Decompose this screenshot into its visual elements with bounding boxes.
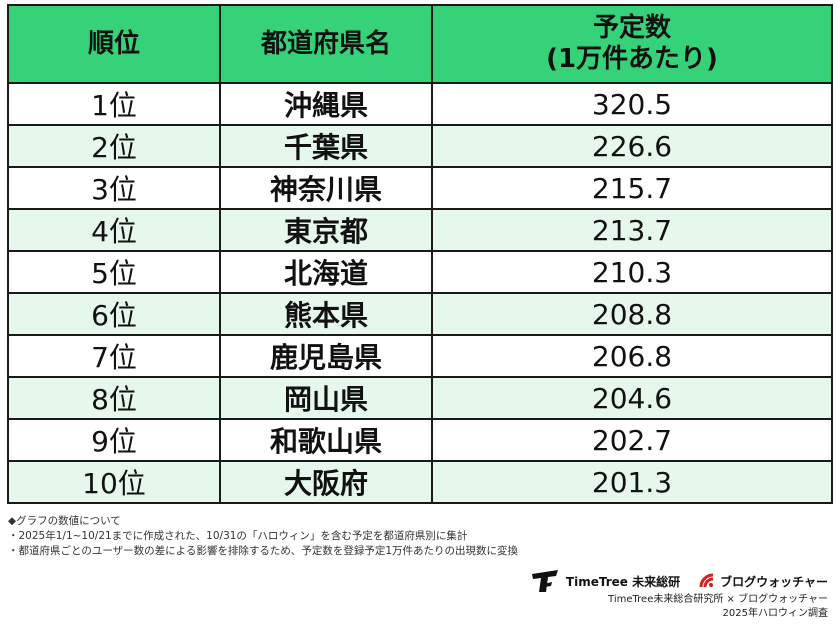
count-cell: 226.6	[431, 124, 833, 168]
table-row: 5位 北海道 210.3	[7, 250, 833, 294]
table-row: 6位 熊本県 208.8	[7, 292, 833, 336]
rank-cell: 5位	[7, 250, 221, 294]
count-cell: 204.6	[431, 376, 833, 420]
rank-cell: 10位	[7, 460, 221, 504]
rank-cell: 7位	[7, 334, 221, 378]
timetree-logo-icon	[531, 570, 558, 592]
prefecture-cell: 熊本県	[219, 292, 433, 336]
table-row: 3位 神奈川県 215.7	[7, 166, 833, 210]
logo-area: TimeTree 未来総研 ブログウォッチャー	[530, 568, 828, 594]
rank-cell: 9位	[7, 418, 221, 462]
note-line-2: ・都道府県ごとのユーザー数の差による影響を排除するため、予定数を登録予定1万件あ…	[8, 545, 519, 557]
table-row: 2位 千葉県 226.6	[7, 124, 833, 168]
timetree-logo: TimeTree 未来総研	[530, 568, 680, 594]
table-row: 1位 沖縄県 320.5	[7, 82, 833, 126]
prefecture-cell: 大阪府	[219, 460, 433, 504]
count-cell: 206.8	[431, 334, 833, 378]
table-row: 4位 東京都 213.7	[7, 208, 833, 252]
count-cell: 320.5	[431, 82, 833, 126]
column-header-prefecture: 都道府県名	[219, 4, 433, 84]
ranking-table: 順位 都道府県名 予定数 (1万件あたり) 1位 沖縄県 320.5 2位 千葉県 226…	[7, 4, 833, 504]
credits-line-1: TimeTree未来総合研究所 × ブログウォッチャー	[608, 594, 828, 605]
count-cell: 210.3	[431, 250, 833, 294]
table-row: 9位 和歌山県 202.7	[7, 418, 833, 462]
credits: TimeTree未来総合研究所 × ブログウォッチャー 2025年ハロウィン調査	[608, 593, 828, 621]
count-cell: 202.7	[431, 418, 833, 462]
prefecture-cell: 東京都	[219, 208, 433, 252]
prefecture-cell: 千葉県	[219, 124, 433, 168]
count-cell: 213.7	[431, 208, 833, 252]
rank-cell: 2位	[7, 124, 221, 168]
blogwatcher-logo-text: ブログウォッチャー	[720, 574, 828, 589]
prefecture-cell: 神奈川県	[219, 166, 433, 210]
count-cell: 215.7	[431, 166, 833, 210]
count-cell: 208.8	[431, 292, 833, 336]
blogwatcher-logo-icon	[699, 573, 714, 588]
timetree-logo-text: TimeTree 未来総研	[565, 574, 681, 589]
rank-cell: 8位	[7, 376, 221, 420]
column-header-count-unit: (1万件あたり)	[546, 44, 718, 74]
header-row: 順位 都道府県名 予定数 (1万件あたり)	[7, 4, 833, 84]
column-header-count-title: 予定数	[592, 13, 671, 43]
note-line-1: ・2025年1/1~10/21までに作成された、10/31の「ハロウィン」を含む…	[8, 530, 468, 542]
credits-line-2: 2025年ハロウィン調査	[722, 608, 828, 619]
rank-cell: 3位	[7, 166, 221, 210]
table-row: 8位 岡山県 204.6	[7, 376, 833, 420]
table-row: 7位 鹿児島県 206.8	[7, 334, 833, 378]
column-header-rank: 順位	[7, 4, 221, 84]
prefecture-cell: 鹿児島県	[219, 334, 433, 378]
rank-cell: 1位	[7, 82, 221, 126]
prefecture-cell: 和歌山県	[219, 418, 433, 462]
table-body: 1位 沖縄県 320.5 2位 千葉県 226.6 3位 神奈川県 215.7 4位 東京都 213.…	[7, 82, 833, 504]
prefecture-cell: 北海道	[219, 250, 433, 294]
prefecture-cell: 岡山県	[219, 376, 433, 420]
prefecture-cell: 沖縄県	[219, 82, 433, 126]
column-header-count: 予定数 (1万件あたり)	[431, 4, 833, 84]
rank-cell: 6位	[7, 292, 221, 336]
note-heading: ◆グラフの数値について	[8, 515, 121, 527]
chart-notes: ◆グラフの数値について ・2025年1/1~10/21までに作成された、10/3…	[8, 514, 648, 559]
blogwatcher-logo: ブログウォッチャー	[698, 572, 828, 590]
table-row: 10位 大阪府 201.3	[7, 460, 833, 504]
count-cell: 201.3	[431, 460, 833, 504]
rank-cell: 4位	[7, 208, 221, 252]
